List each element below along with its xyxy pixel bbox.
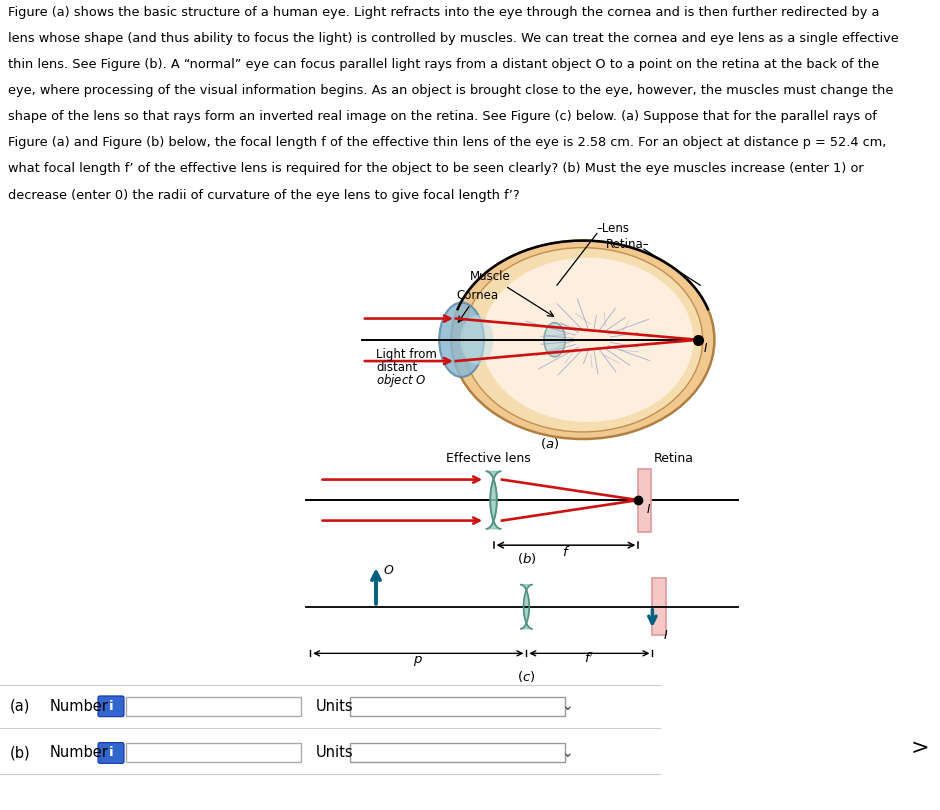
Ellipse shape [463,248,703,432]
Text: Retina: Retina [654,452,695,465]
Text: Muscle: Muscle [470,270,554,317]
Ellipse shape [481,258,694,422]
Bar [350,697,565,716]
Text: shape of the lens so that rays form an inverted real image on the retina. See Fi: shape of the lens so that rays form an i… [8,110,876,123]
Bar [638,469,651,531]
Text: >: > [911,738,930,758]
Text: object $O$: object $O$ [376,372,427,389]
Text: Effective lens: Effective lens [446,452,531,465]
Bar [126,697,301,716]
Bar [652,578,666,635]
Ellipse shape [461,315,494,364]
Text: Number: Number [50,745,109,761]
Text: Cornea: Cornea [456,288,498,322]
Text: lens whose shape (and thus ability to focus the light) is controlled by muscles.: lens whose shape (and thus ability to fo… [8,32,899,45]
Text: $f'$: $f'$ [585,652,594,666]
Text: Figure (a) and Figure (b) below, the focal length f of the effective thin lens o: Figure (a) and Figure (b) below, the foc… [8,136,885,149]
Ellipse shape [544,322,565,356]
Text: thin lens. See Figure (b). A “normal” eye can focus parallel light rays from a d: thin lens. See Figure (b). A “normal” ey… [8,58,879,71]
Text: eye, where processing of the visual information begins. As an object is brought : eye, where processing of the visual info… [8,84,893,97]
Text: $(a)$: $(a)$ [540,436,559,450]
Text: what focal length f’ of the effective lens is required for the object to be seen: what focal length f’ of the effective le… [8,162,863,176]
Bar [126,744,301,762]
Text: ⌄: ⌄ [561,746,572,760]
Text: $p$: $p$ [414,654,423,668]
Text: Units: Units [316,699,353,714]
Text: –Lens: –Lens [597,222,630,235]
Text: Units: Units [316,745,353,761]
Text: Retina–: Retina– [606,237,650,250]
Text: Figure (a) shows the basic structure of a human eye. Light refracts into the eye: Figure (a) shows the basic structure of … [8,6,879,19]
Polygon shape [487,471,501,529]
Text: Number: Number [50,699,109,714]
Text: $(c)$: $(c)$ [517,668,536,684]
Text: $I$: $I$ [663,629,668,642]
Text: i: i [109,700,114,713]
Text: (b): (b) [10,745,31,761]
Text: decrease (enter 0) the radii of curvature of the eye lens to give focal length f: decrease (enter 0) the radii of curvatur… [8,189,519,202]
Bar [350,744,565,762]
Ellipse shape [451,241,714,439]
Ellipse shape [439,303,484,377]
FancyBboxPatch shape [98,696,124,717]
Polygon shape [521,585,532,629]
Text: distant: distant [376,361,417,374]
Text: ⌄: ⌄ [561,699,572,714]
Text: Light from: Light from [376,348,437,361]
FancyBboxPatch shape [98,743,124,763]
Text: $I$: $I$ [703,342,708,355]
Text: $O$: $O$ [384,564,395,577]
Text: i: i [109,747,114,760]
Text: (a): (a) [10,699,30,714]
Text: $I$: $I$ [647,503,651,516]
Text: $(b)$: $(b)$ [517,551,536,566]
Text: $f$: $f$ [562,545,570,559]
